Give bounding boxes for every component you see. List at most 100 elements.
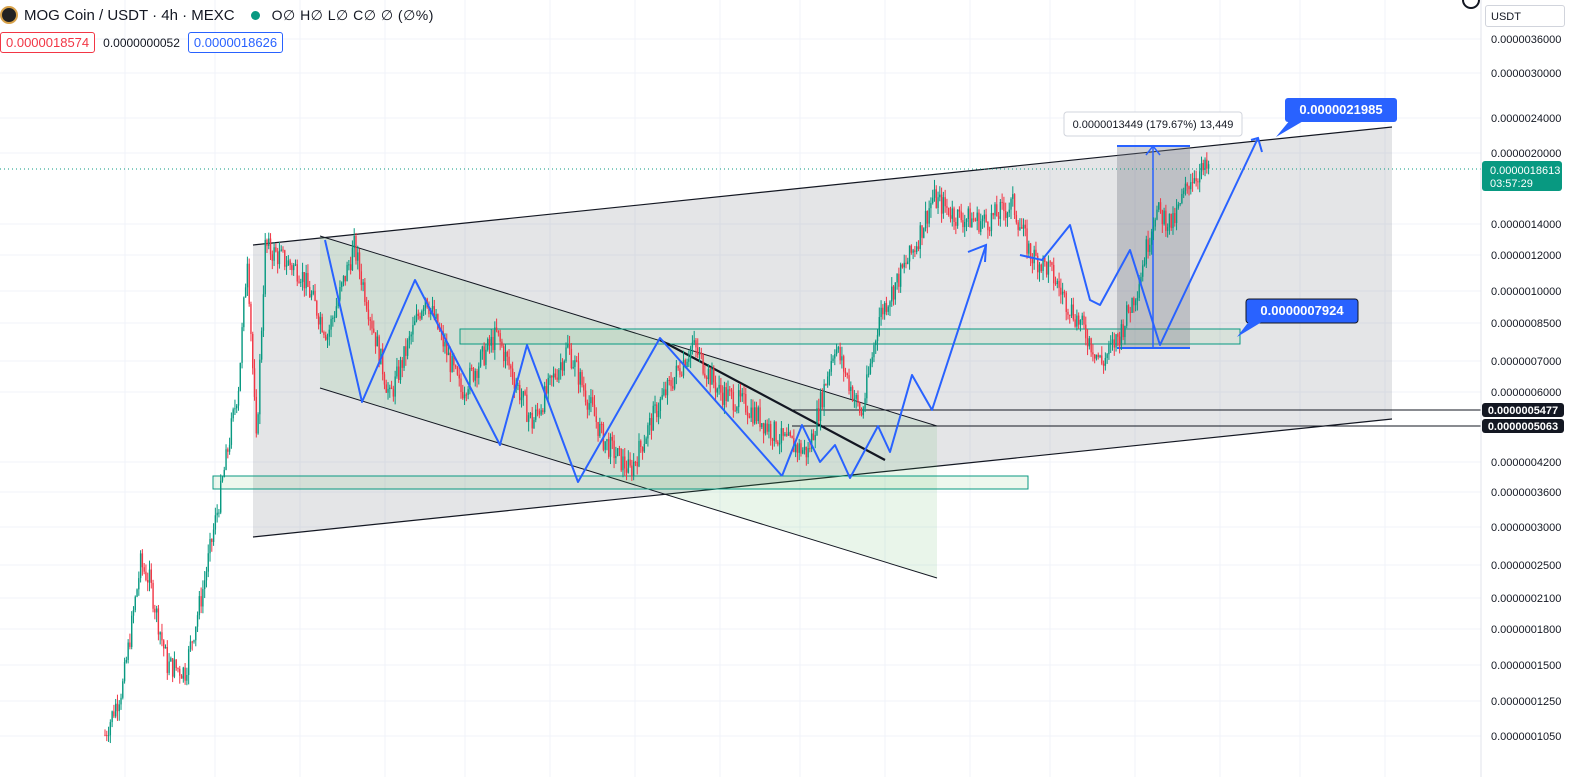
sell-price-button[interactable]: 0.0000018574 [0,32,96,53]
candle [1021,227,1023,229]
candle [951,208,953,219]
candle [576,360,578,362]
candle [403,346,405,368]
candle [141,553,144,568]
candle [405,346,407,356]
candle [341,282,343,288]
measure-arrowhead [1145,144,1161,156]
candle [702,354,704,374]
candle [444,341,446,347]
candle [892,286,895,300]
candle [337,299,339,307]
candle [154,608,156,613]
candle [533,419,535,429]
candle [830,361,832,372]
candle [396,366,398,377]
candle [410,334,412,337]
candle [164,646,167,649]
candle [136,589,138,597]
candle [1044,257,1046,263]
candle [821,392,824,408]
candle [976,212,978,221]
candle [243,297,245,328]
candle [994,204,996,216]
candle [1035,249,1037,256]
candle [1053,264,1055,284]
candle [454,365,457,368]
candle [435,314,437,319]
candle [1065,292,1067,312]
candle [563,360,565,371]
candle [878,317,880,336]
candle [1051,262,1053,265]
candle [1156,209,1158,220]
candle [778,443,781,445]
price-axis[interactable]: 0.0000036000 0.0000030000 0.0000024000 0.00… [1480,0,1589,777]
candle [1113,339,1115,348]
order-prices: 0.0000018574 0.0000000052 0.0000018626 [0,32,284,53]
candle [364,282,366,302]
projection-path [324,239,783,483]
candle [1004,211,1007,218]
candle [807,448,809,458]
candle [666,379,669,396]
symbol-title[interactable]: MOG Coin / USDT · 4h · MEXC [24,6,235,24]
buy-price-button[interactable]: 0.0000018626 [187,32,284,53]
candle [709,368,711,385]
candle [851,386,854,401]
candle [1127,305,1130,312]
candle [492,336,494,351]
candle [714,382,717,393]
candle [360,271,363,285]
candle [1202,162,1204,170]
candle [791,436,793,439]
support-label: 0.0000007924 [1260,303,1344,318]
candle [997,216,1000,219]
candle [928,208,930,224]
candle [107,735,110,737]
candle [689,347,692,359]
candle [946,206,948,208]
candle [615,456,617,459]
candle [198,596,201,616]
candle [1200,162,1203,172]
candle [636,461,638,467]
desc-channel-lower [319,387,938,579]
candle [802,450,804,454]
candle [422,307,425,312]
candle [369,319,371,321]
candle [1136,297,1139,301]
candle [1159,202,1162,211]
candle [707,368,710,380]
candle [910,245,913,253]
candle [771,438,774,441]
candle [312,290,314,294]
candle [1133,298,1135,306]
y-tick-label: 0.0000004200 [1491,457,1561,469]
candle [296,264,298,282]
desc-channel-upper [319,235,938,427]
candle [497,330,500,334]
candle [150,569,152,583]
candle [125,659,128,663]
candle [353,235,355,248]
candle [643,443,646,452]
candle [622,456,624,471]
candle [351,247,354,271]
candle [129,642,131,647]
candle [898,273,900,287]
candle [387,388,389,393]
candle [869,363,872,374]
candle [123,662,126,682]
candle [510,365,512,369]
y-tick-label: 0.0000010000 [1491,286,1561,298]
candle [374,332,377,347]
candle [864,398,866,409]
candle [1054,283,1057,285]
candle [551,375,553,378]
candle [883,303,886,315]
currency-selector[interactable]: USDT [1485,5,1565,27]
candle [686,361,688,367]
candle [1008,209,1010,213]
